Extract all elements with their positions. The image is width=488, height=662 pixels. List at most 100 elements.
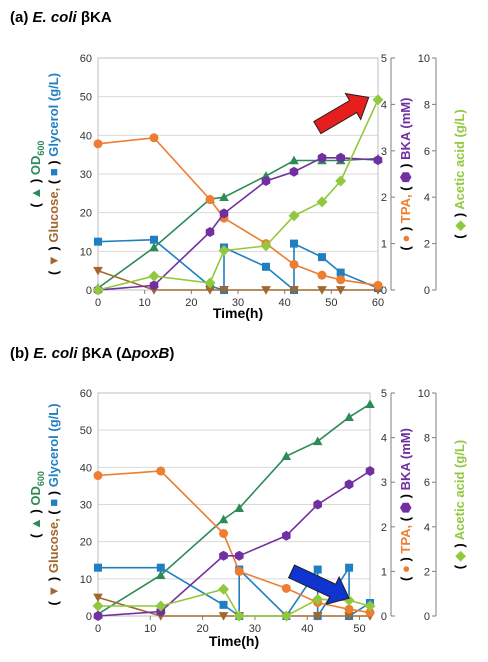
bka-point: [234, 550, 244, 561]
glycerol-legend-marker: ■: [46, 168, 61, 176]
acetic-line: [97, 99, 379, 291]
bka-point: [313, 499, 322, 510]
tpa-point: [149, 133, 159, 143]
bka-point: [344, 479, 354, 490]
od-label: OD: [28, 156, 43, 176]
acetic-point: [288, 210, 300, 222]
bka-point: [336, 152, 345, 163]
y-right2-tick-label: 4: [424, 192, 430, 204]
x-tick-label: 20: [196, 623, 208, 635]
acetic-point: [372, 94, 384, 106]
glycerol-point: [94, 563, 102, 572]
x-tick-label: 30: [232, 297, 244, 309]
y-left-tick-label: 40: [80, 462, 92, 474]
od-legend-marker: ▲: [28, 187, 43, 200]
tpa-point: [156, 466, 166, 476]
tpa-line: [97, 470, 371, 614]
y-left-axis-label: ( ▼ ) Glucose, ( ■ ) Glycerol (g/L): [46, 73, 61, 275]
acetic-point: [148, 270, 160, 282]
y-right1-tick-label: 2: [381, 522, 387, 534]
glucose-legend-marker: ▼: [46, 585, 61, 598]
y-right1-tick-label: 0: [381, 285, 387, 297]
y-left-tick-label: 50: [80, 425, 92, 437]
y-left-tick-label: 30: [80, 500, 92, 512]
paren: (: [46, 598, 61, 606]
tpa-point: [344, 604, 354, 614]
acetic-point: [233, 610, 245, 622]
paren: ): [28, 506, 43, 518]
gene-name: poxB: [131, 345, 170, 362]
y-right2-tick-label: 2: [424, 566, 430, 578]
x-tick-label: 60: [372, 297, 384, 309]
tpa-point: [281, 583, 291, 593]
paren: ): [46, 157, 61, 169]
acetic-label: Acetic acid (g/L): [452, 109, 467, 209]
od-point: [219, 192, 229, 202]
acetic-point: [335, 175, 347, 187]
glycerol-point: [156, 563, 165, 572]
y-left-od-label: ( ▲ ) OD600: [28, 471, 46, 538]
glucose-point: [93, 593, 103, 603]
glucose-point: [317, 286, 327, 295]
od-point: [234, 503, 245, 513]
y-right2-tick-label: 6: [424, 146, 430, 158]
od-label: OD: [28, 486, 43, 506]
tpa-point: [365, 607, 375, 617]
y-right1-tick-label: 5: [381, 388, 387, 400]
glucose-point: [312, 612, 323, 621]
glycerol-label: Glycerol (g/L): [46, 403, 61, 487]
strain-suffix: βKA: [77, 9, 112, 26]
glucose-point: [344, 612, 354, 621]
panel-tag: (b): [10, 345, 33, 362]
x-tick-label: 40: [279, 297, 291, 309]
bka-label: BKA (mM): [398, 98, 413, 160]
paren: ): [398, 490, 413, 502]
glucose-point: [93, 266, 103, 276]
y-right1-tick-label: 5: [381, 53, 387, 65]
y-right2-tick-label: 4: [424, 522, 430, 534]
od-line: [97, 403, 371, 615]
glycerol-label: Glycerol (g/L): [46, 73, 61, 157]
acetic-point: [316, 196, 328, 208]
y-right2-tick-label: 10: [418, 53, 430, 65]
bka-point: [93, 611, 103, 621]
glycerol-point: [94, 237, 102, 246]
y-right1-axis-label: ( ● ) TPA, ( ⬢ ) BKA (mM): [398, 98, 413, 251]
od-point: [289, 155, 299, 165]
y-left-tick-label: 0: [86, 611, 92, 623]
tpa-legend-marker: ●: [398, 565, 413, 573]
bka-point: [205, 227, 215, 237]
paren: (: [398, 513, 413, 521]
bka-point: [282, 530, 291, 541]
panel-title: (a) E. coli βKA: [10, 9, 112, 26]
tpa-point: [317, 270, 327, 280]
paren: (: [46, 267, 61, 275]
y-left-tick-label: 0: [86, 285, 92, 297]
y-left-tick-label: 50: [80, 92, 92, 104]
y-right1-axis-label: ( ● ) TPA, ( ⬢ ) BKA (mM): [398, 428, 413, 581]
y-left-tick-label: 40: [80, 130, 92, 142]
bka-point: [365, 466, 375, 476]
x-axis-label: Time(h): [213, 305, 263, 321]
strain-name: E. coli: [33, 9, 78, 26]
od-subscript: 600: [36, 471, 46, 486]
y-right1-tick-label: 3: [381, 146, 387, 158]
tpa-label: TPA,: [398, 191, 413, 223]
strain-name: E. coli: [33, 345, 78, 362]
y-left-od-label: ( ▲ ) OD600: [28, 141, 46, 208]
bka-point: [317, 152, 327, 163]
y-right2-axis-label: ( ◆ ) Acetic acid (g/L): [452, 440, 467, 569]
paren: (: [398, 183, 413, 191]
x-tick-label: 20: [185, 297, 197, 309]
paren: ): [398, 223, 413, 235]
bka-point: [149, 280, 159, 291]
y-left-tick-label: 60: [80, 388, 92, 400]
y-right1-tick-label: 1: [381, 239, 387, 251]
y-right2-tick-label: 2: [424, 239, 430, 251]
tpa-point: [373, 280, 383, 290]
glycerol-point: [313, 565, 322, 574]
glycerol-point: [336, 268, 345, 277]
panel-tag: (a): [10, 9, 33, 26]
